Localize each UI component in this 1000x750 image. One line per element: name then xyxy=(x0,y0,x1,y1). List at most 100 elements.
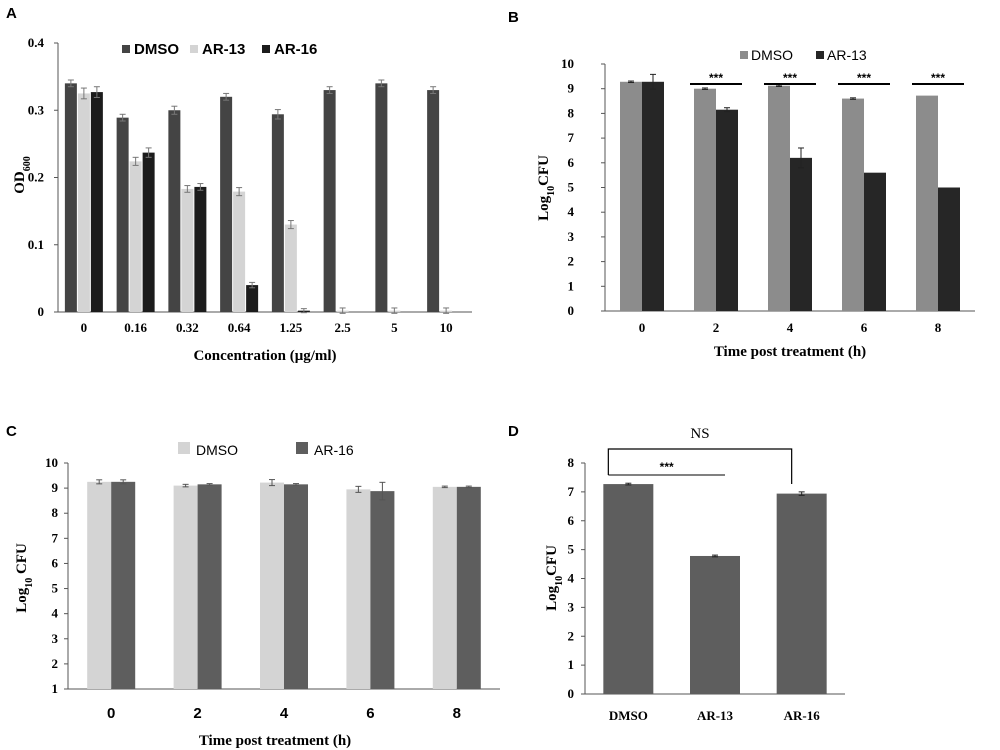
chart-a-legend-label: DMSO xyxy=(134,41,179,58)
chart-c-bar-dmso xyxy=(173,485,198,689)
chart-d-ns-label: NS xyxy=(690,426,709,442)
chart-d-y-tick-label: 3 xyxy=(568,599,575,614)
chart-c-x-tick-label: 8 xyxy=(453,705,461,722)
chart-c-y-tick-label: 9 xyxy=(52,480,59,495)
chart-c-y-tick-label: 2 xyxy=(52,656,59,671)
chart-c-bar-ar-16 xyxy=(456,486,481,689)
chart-a-bar-dmso xyxy=(375,83,388,312)
chart-c-x-axis-title: Time post treatment (h) xyxy=(199,733,351,749)
chart-c-bar-dmso xyxy=(260,482,284,689)
chart-b-legend-label: DMSO xyxy=(751,47,793,63)
chart-d-significance-label: *** xyxy=(660,460,674,474)
chart-a-legend-swatch xyxy=(262,45,270,53)
chart-b-y-tick-label: 2 xyxy=(568,254,575,269)
chart-a-bar-dmso xyxy=(427,90,440,312)
chart-d-ns-bracket xyxy=(607,448,793,484)
chart-a-y-tick-label: 0.3 xyxy=(28,102,45,117)
chart-a-bar-ar-13 xyxy=(181,188,194,312)
chart-b-y-tick-label: 6 xyxy=(568,155,575,170)
chart-b-significance-label: *** xyxy=(931,71,945,85)
chart-d-y-tick-label: 8 xyxy=(568,455,575,470)
chart-c-y-tick-label: 6 xyxy=(52,555,59,570)
chart-b-significance-label: *** xyxy=(709,71,723,85)
chart-d-y-tick-label: 6 xyxy=(568,513,575,528)
chart-b-bar-ar-13 xyxy=(938,187,960,311)
chart-a-legend-label: AR-16 xyxy=(274,41,317,58)
chart-a-bar-ar-13 xyxy=(77,93,90,312)
chart-b-y-tick-label: 8 xyxy=(568,105,575,120)
chart-a-bar-dmso xyxy=(323,90,336,312)
panel-letter-a: A xyxy=(6,5,17,22)
chart-b-y-tick-label: 4 xyxy=(568,204,575,219)
chart-b-x-tick-label: 6 xyxy=(861,320,868,335)
chart-c-legend-label: DMSO xyxy=(196,442,238,458)
chart-c-y-tick-label: 8 xyxy=(52,505,59,520)
chart-a-bar-ar-16 xyxy=(246,285,259,312)
chart-d-y-tick-label: 0 xyxy=(568,686,575,701)
panel-letter-b: B xyxy=(508,9,519,26)
chart-a-bar-dmso xyxy=(116,117,129,313)
chart-a-bar-ar-13 xyxy=(129,161,142,312)
chart-d-x-tick-label: DMSO xyxy=(609,708,648,723)
chart-b-y-tick-label: 0 xyxy=(568,303,575,318)
chart-a: 0 0.1 0.2 0.3 0.4 0 0.16 0.32 0.64 1.25 2.5 5 10 Conc… xyxy=(12,35,472,364)
chart-d-bar xyxy=(776,493,827,694)
chart-b-x-tick-label: 0 xyxy=(639,320,646,335)
chart-b-legend-swatch xyxy=(740,51,748,59)
chart-a-bar-dmso xyxy=(168,110,181,312)
chart-c-legend-swatch xyxy=(296,442,308,454)
chart-d-y-tick-label: 7 xyxy=(568,484,575,499)
panel-letter-d: D xyxy=(508,423,519,440)
chart-b-bar-dmso xyxy=(768,85,790,312)
chart-a-y-tick-label: 0.2 xyxy=(28,170,44,185)
chart-a-y-tick-label: 0.4 xyxy=(28,35,45,50)
chart-d-y-tick-label: 4 xyxy=(568,571,575,586)
chart-b-legend-swatch xyxy=(816,51,824,59)
chart-a-x-tick-label: 5 xyxy=(391,320,398,335)
chart-d-y-tick-label: 5 xyxy=(568,542,575,557)
chart-a-bar-ar-16 xyxy=(194,186,207,312)
chart-b-x-tick-label: 4 xyxy=(787,320,794,335)
chart-b-bar-ar-13 xyxy=(790,157,812,311)
chart-c-x-tick-label: 2 xyxy=(193,705,201,722)
chart-a-x-tick-label: 0.64 xyxy=(228,320,251,335)
chart-b-y-tick-label: 7 xyxy=(568,130,575,145)
chart-b: 0 1 2 3 4 5 6 7 8 9 10 0 2 4 6 8 Time post treatment (h)… xyxy=(536,47,975,360)
chart-b-legend-label: AR-13 xyxy=(827,47,867,63)
chart-c-y-tick-label: 5 xyxy=(52,581,59,596)
chart-b-y-tick-label: 10 xyxy=(561,56,574,71)
chart-a-legend-swatch xyxy=(122,45,130,53)
chart-c-y-axis-title: Log10 CFU xyxy=(14,543,35,613)
chart-c-bar-dmso xyxy=(87,481,112,689)
chart-d-x-tick-label: AR-16 xyxy=(784,708,821,723)
chart-a-y-tick-label: 0 xyxy=(38,304,45,319)
chart-c-bar-ar-16 xyxy=(197,484,222,689)
chart-d-bar xyxy=(603,484,654,694)
chart-b-y-tick-label: 3 xyxy=(568,229,575,244)
chart-b-x-tick-label: 2 xyxy=(713,320,720,335)
chart-c-x-tick-label: 0 xyxy=(107,705,115,722)
chart-a-y-tick-label: 0.1 xyxy=(28,237,44,252)
chart-a-x-tick-label: 1.25 xyxy=(280,320,303,335)
chart-b-bar-ar-13 xyxy=(864,172,886,311)
chart-d-bar xyxy=(690,555,740,694)
chart-a-legend-swatch xyxy=(190,45,198,53)
chart-c-bar-ar-16 xyxy=(370,491,395,689)
chart-b-significance-label: *** xyxy=(857,71,871,85)
chart-c-legend-label: AR-16 xyxy=(314,442,354,458)
chart-a-bar-ar-16 xyxy=(90,92,103,312)
chart-c-bar-dmso xyxy=(432,486,457,689)
chart-c-y-tick-label: 7 xyxy=(52,530,59,545)
chart-c-bar-ar-16 xyxy=(284,484,308,689)
chart-c-legend-swatch xyxy=(178,442,190,454)
chart-a-bar-ar-13 xyxy=(233,191,246,312)
chart-b-y-axis-title: Log10CFU xyxy=(536,155,557,221)
chart-c-y-tick-label: 10 xyxy=(45,455,58,470)
chart-d-y-tick-label: 1 xyxy=(568,657,575,672)
chart-c-bar-ar-16 xyxy=(111,481,136,689)
chart-d-x-tick-label: AR-13 xyxy=(697,708,734,723)
chart-b-y-tick-label: 9 xyxy=(568,81,575,96)
panel-letter-c: C xyxy=(6,423,17,440)
chart-b-y-tick-label: 1 xyxy=(568,278,575,293)
